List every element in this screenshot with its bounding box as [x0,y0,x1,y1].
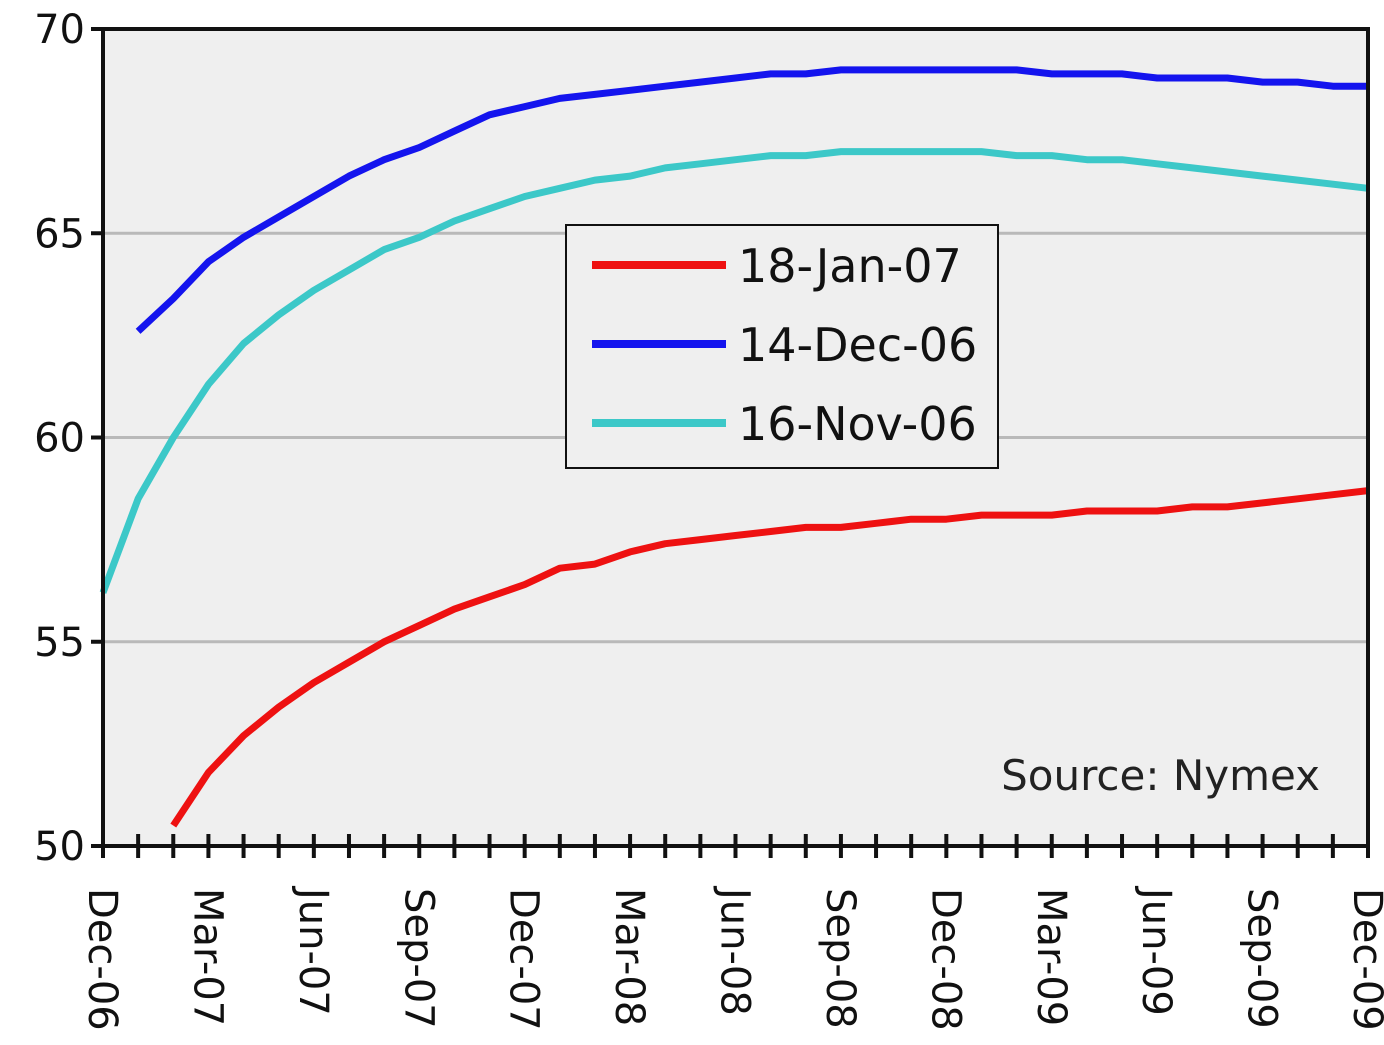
y-tick-label: 70 [34,7,85,53]
x-tick-label: Sep-09 [1239,888,1285,1029]
x-tick-label: Dec-08 [922,888,968,1031]
y-tick-label: 50 [34,824,85,870]
x-tick-label: Jun-09 [1133,885,1179,1016]
x-tick-label: Jun-08 [712,885,758,1016]
series-layer [99,66,1369,828]
x-tick-label: Dec-09 [1344,888,1384,1031]
x-tick-label: Mar-09 [1028,888,1074,1026]
x-axis: Dec-06 Mar-07 Jun-07 Sep-07 Dec-07 Mar-08 Jun-… [79,834,1384,1031]
series-line [170,487,1369,828]
x-tick-label: Mar-07 [184,888,230,1026]
series-line [99,148,1369,594]
y-tick-label: 65 [34,211,85,257]
x-tick-label: Jun-07 [290,885,336,1016]
x-tick-label: Dec-07 [501,888,547,1031]
x-tick-label: Sep-08 [817,888,863,1029]
x-tick-label: Sep-07 [395,888,441,1029]
x-tick-label: Dec-06 [79,888,125,1031]
source-annotation: Source: Nymex [1001,751,1320,800]
series-line [135,66,1368,334]
legend-label: 18-Jan-07 [738,239,962,293]
y-tick-label: 55 [34,620,85,666]
legend: 18-Jan-07 14-Dec-06 16-Nov-06 [565,224,999,469]
legend-label: 16-Nov-06 [738,397,977,451]
y-axis: 50 55 60 65 70 [34,7,103,870]
y-tick-label: 60 [34,416,85,462]
x-tick-label: Mar-08 [606,888,652,1026]
legend-label: 14-Dec-06 [738,318,977,372]
